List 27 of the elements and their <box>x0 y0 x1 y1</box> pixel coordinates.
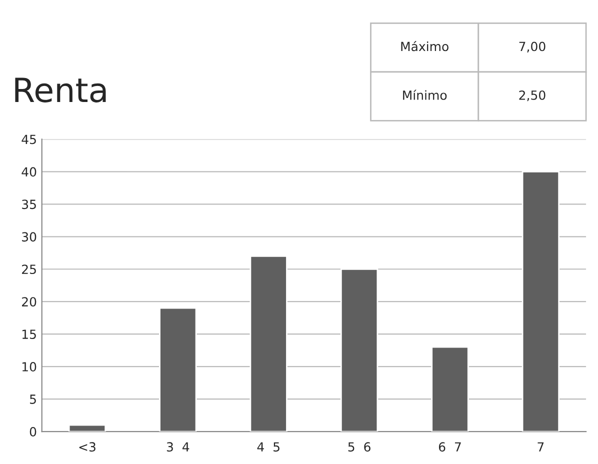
y-tick-label: 45 <box>22 134 36 144</box>
x-tick-label: 7 <box>538 442 544 452</box>
x-tick-label: <3 <box>79 442 96 452</box>
chart-title: Renta <box>15 78 106 102</box>
bar <box>431 346 469 432</box>
y-tick-label: 5 <box>30 394 36 404</box>
y-tick-label: 30 <box>22 232 36 242</box>
y-tick-label: 0 <box>30 426 36 436</box>
bar <box>340 268 378 432</box>
x-tick-label: 4 5 <box>257 442 280 452</box>
bar <box>68 424 106 432</box>
y-tick-label: 10 <box>22 362 36 372</box>
text: Mínimo <box>403 90 447 100</box>
y-tick-label: 25 <box>22 264 36 274</box>
text: 7,00 <box>519 42 546 52</box>
text: 2,50 <box>519 90 546 102</box>
y-tick-label: 15 <box>22 330 36 340</box>
text: Máximo <box>401 41 448 52</box>
bar <box>522 170 560 432</box>
x-tick-label: 3 4 <box>166 442 190 452</box>
y-tick-label: 35 <box>22 200 36 210</box>
bar <box>250 255 288 432</box>
x-tick-label: 5 6 <box>348 442 370 452</box>
y-tick-label: 20 <box>22 297 36 307</box>
x-tick-label: 6 7 <box>438 442 461 452</box>
y-tick-label: 40 <box>22 167 36 177</box>
bar <box>159 307 197 432</box>
